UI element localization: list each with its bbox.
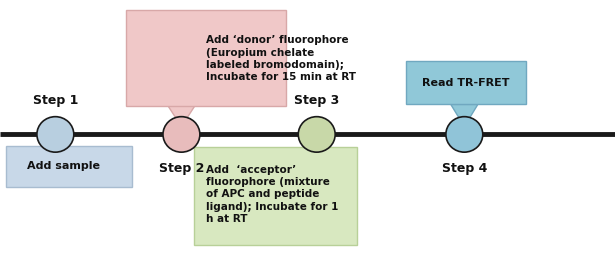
FancyBboxPatch shape — [406, 61, 526, 104]
Text: Add  ‘acceptor’
fluorophore (mixture
of APC and peptide
ligand); Incubate for 1
: Add ‘acceptor’ fluorophore (mixture of A… — [206, 165, 338, 224]
Text: Add ‘donor’ fluorophore
(Europium chelate
labeled bromodomain);
Incubate for 15 : Add ‘donor’ fluorophore (Europium chelat… — [206, 35, 356, 82]
Text: Step 3: Step 3 — [294, 94, 339, 107]
Polygon shape — [303, 142, 330, 147]
FancyBboxPatch shape — [6, 146, 132, 187]
Polygon shape — [168, 106, 195, 127]
Ellipse shape — [298, 117, 335, 152]
Text: Read TR-FRET: Read TR-FRET — [422, 78, 509, 88]
Text: Add sample: Add sample — [27, 161, 100, 171]
Ellipse shape — [37, 117, 74, 152]
Ellipse shape — [163, 117, 200, 152]
FancyBboxPatch shape — [194, 147, 357, 245]
Text: Step 2: Step 2 — [159, 162, 204, 175]
FancyBboxPatch shape — [126, 10, 286, 106]
Polygon shape — [451, 104, 478, 127]
Ellipse shape — [446, 117, 483, 152]
Text: Step 1: Step 1 — [33, 94, 78, 107]
Text: Step 4: Step 4 — [442, 162, 487, 175]
